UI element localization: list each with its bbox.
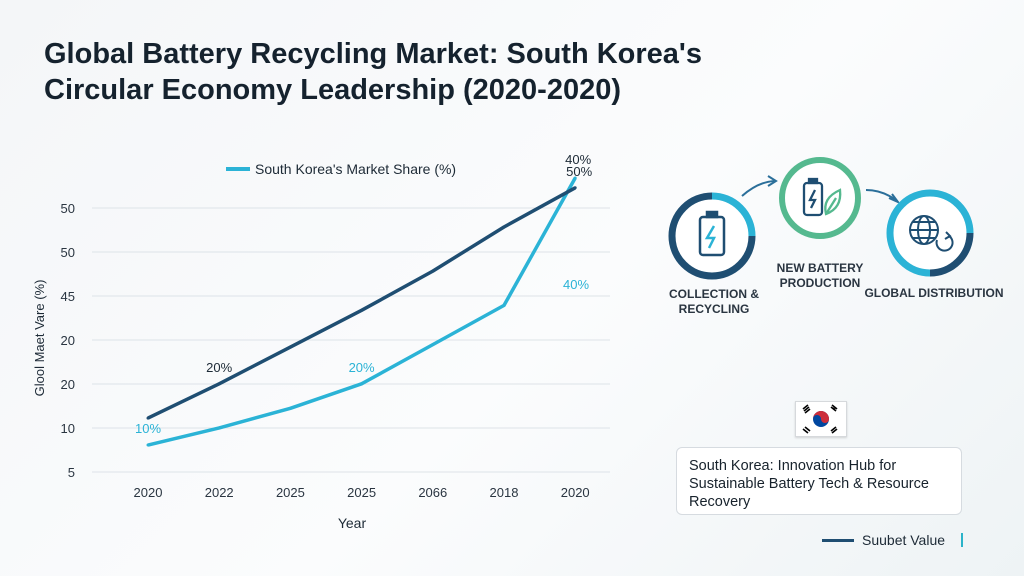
flow-step-production (779, 157, 861, 239)
callout-box: South Korea: Innovation Hub for Sustaina… (676, 447, 962, 515)
data-point (288, 345, 292, 349)
y-tick-label: 10 (61, 421, 75, 436)
legend-label-market-share: South Korea's Market Share (%) (255, 161, 456, 177)
flow-diagram (668, 157, 974, 280)
legend-secondary: Suubet Value (822, 532, 964, 548)
globe-recycle-icon (909, 215, 954, 252)
x-tick-label: 2025 (276, 485, 305, 500)
y-axis-label: Glool Maet Vare (%) (32, 280, 47, 397)
data-label: 50% (566, 164, 592, 179)
battery-icon (698, 210, 726, 257)
data-label: 20% (349, 360, 375, 375)
battery-leaf-icon (802, 177, 842, 217)
legend-marker (961, 533, 964, 547)
flow-step-collection (668, 192, 756, 280)
y-tick-label: 50 (61, 245, 75, 260)
y-tick-label: 20 (61, 333, 75, 348)
data-point (502, 225, 506, 229)
data-point (146, 416, 150, 420)
data-point (431, 343, 435, 347)
x-tick-label: 2020 (561, 485, 590, 500)
data-label: 20% (206, 360, 232, 375)
chart-title: Global Battery Recycling Market: South K… (44, 38, 702, 106)
data-point (573, 176, 577, 180)
x-tick-label: 2020 (134, 485, 163, 500)
x-tick-label: 2018 (490, 485, 519, 500)
y-tick-label: 20 (61, 377, 75, 392)
data-label-extra: 40% (563, 277, 589, 292)
x-axis-label: Year (338, 515, 367, 531)
x-tick-label: 2022 (205, 485, 234, 500)
data-point (217, 426, 221, 430)
flow-label-production: NEW BATTERY PRODUCTION (776, 261, 864, 290)
flow-label-collection: COLLECTION & RECYCLING (669, 287, 759, 316)
data-point (288, 406, 292, 410)
data-point (146, 443, 150, 447)
y-tick-label: 45 (61, 289, 75, 304)
data-point (217, 382, 221, 386)
flow-label-distribution: GLOBAL DISTRIBUTION (864, 286, 1004, 300)
south-korea-flag (795, 401, 847, 437)
legend-swatch (822, 538, 854, 542)
flow-step-distribution (886, 189, 974, 277)
x-tick-label: 2025 (347, 485, 376, 500)
y-tick-label: 50 (61, 201, 75, 216)
data-point (360, 382, 364, 386)
data-label: 40% (565, 152, 591, 167)
data-label: 10% (135, 421, 161, 436)
y-tick-label: 5 (68, 465, 75, 480)
data-point (502, 303, 506, 307)
data-point (431, 269, 435, 273)
legend-secondary-label: Suubet Value (862, 532, 946, 548)
data-point (573, 186, 577, 190)
x-tick-label: 2066 (418, 485, 447, 500)
data-point (360, 308, 364, 312)
